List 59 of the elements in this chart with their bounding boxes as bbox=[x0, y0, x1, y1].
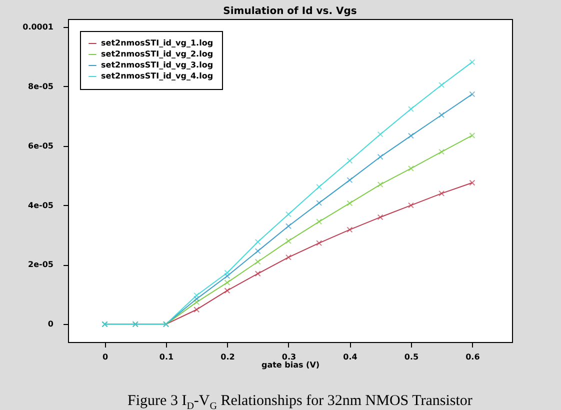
point bbox=[408, 165, 414, 172]
point bbox=[285, 238, 292, 244]
point bbox=[224, 270, 230, 276]
point bbox=[254, 258, 261, 265]
point bbox=[194, 306, 200, 313]
point bbox=[224, 288, 230, 294]
point bbox=[316, 240, 322, 246]
point bbox=[316, 184, 322, 190]
point bbox=[254, 238, 261, 245]
point bbox=[285, 211, 292, 218]
x-tick-label: 0.5 bbox=[404, 352, 419, 362]
point bbox=[408, 202, 414, 208]
x-tick-label: 0.1 bbox=[159, 352, 174, 362]
point bbox=[346, 226, 353, 233]
point bbox=[285, 223, 292, 230]
point bbox=[346, 158, 353, 164]
point bbox=[469, 91, 476, 98]
point bbox=[224, 273, 230, 280]
point bbox=[469, 59, 476, 66]
point bbox=[438, 148, 445, 155]
y-tick-label: 0 bbox=[48, 320, 54, 329]
point bbox=[285, 254, 292, 260]
point bbox=[377, 214, 384, 220]
y-tick-label: 0.0001 bbox=[22, 22, 54, 32]
point bbox=[438, 112, 445, 118]
point bbox=[438, 82, 445, 88]
legend-label: set2nmosSTI_id_vg_4.log bbox=[101, 72, 214, 80]
x-tick-label: 0.4 bbox=[343, 352, 358, 362]
point bbox=[469, 180, 476, 186]
y-tick-label: 8e-05 bbox=[28, 82, 54, 91]
point bbox=[254, 248, 261, 254]
chart-title: Simulation of Id vs. Vgs bbox=[223, 6, 357, 17]
x-tick-label: 0.2 bbox=[220, 352, 235, 362]
point bbox=[194, 296, 200, 302]
y-tick-label: 4e-05 bbox=[28, 200, 54, 210]
legend-label: set2nmosSTI_id_vg_1.log bbox=[101, 38, 214, 48]
y-tick-label: 6e-05 bbox=[28, 141, 54, 150]
point bbox=[377, 154, 384, 160]
point bbox=[316, 218, 322, 225]
point bbox=[408, 106, 414, 112]
y-tick-label: 2e-05 bbox=[28, 260, 54, 270]
x-tick-label: 0 bbox=[102, 352, 108, 362]
legend-label: set2nmosSTI_id_vg_3.log bbox=[101, 60, 214, 70]
x-tick-label: 0.3 bbox=[282, 352, 296, 362]
point bbox=[377, 182, 384, 188]
point bbox=[316, 200, 322, 206]
point bbox=[194, 292, 200, 298]
x-axis-title: gate bias (V) bbox=[261, 360, 320, 370]
x-tick-label: 0.6 bbox=[466, 352, 480, 362]
point bbox=[469, 132, 476, 138]
point bbox=[254, 270, 261, 277]
legend-label: set2nmosSTI_id_vg_2.log bbox=[101, 50, 214, 58]
point bbox=[346, 177, 353, 184]
point bbox=[224, 280, 230, 286]
point bbox=[438, 190, 445, 196]
point bbox=[408, 132, 414, 139]
point bbox=[346, 200, 353, 206]
point bbox=[377, 131, 384, 138]
point bbox=[194, 299, 200, 306]
